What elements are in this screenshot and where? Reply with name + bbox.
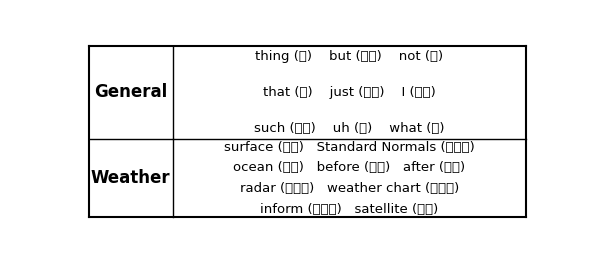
Text: such (그런)    uh (어)    what (뫐): such (그런) uh (어) what (뫐): [254, 122, 445, 135]
Text: General: General: [94, 84, 167, 101]
Text: inform (알려줘)   satellite (위성): inform (알려줘) satellite (위성): [260, 203, 439, 216]
Text: radar (레이더)   weather chart (일기도): radar (레이더) weather chart (일기도): [240, 182, 459, 195]
Text: Weather: Weather: [91, 169, 170, 187]
Text: that (그)    just (그낥)    I (내가): that (그) just (그낥) I (내가): [263, 86, 436, 99]
Text: ocean (해양)   before (이전)   after (이후): ocean (해양) before (이전) after (이후): [233, 161, 466, 174]
Text: thing (거)    but (근데)    not (안): thing (거) but (근데) not (안): [255, 50, 443, 63]
Text: surface (지상)   Standard Normals (평년값): surface (지상) Standard Normals (평년값): [224, 141, 475, 154]
